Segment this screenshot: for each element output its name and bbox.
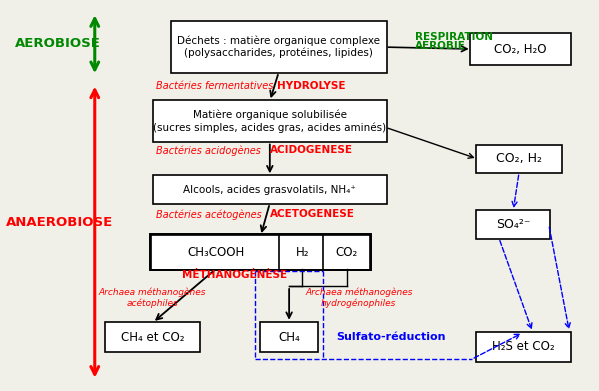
Text: RESPIRATION: RESPIRATION xyxy=(415,32,493,42)
Text: Déchets : matière organique complexe
(polysaccharides, protéines, lipides): Déchets : matière organique complexe (po… xyxy=(177,36,380,58)
Text: H₂: H₂ xyxy=(295,246,309,259)
Text: CH₄ et CO₂: CH₄ et CO₂ xyxy=(121,331,184,344)
FancyBboxPatch shape xyxy=(279,235,326,269)
FancyBboxPatch shape xyxy=(153,100,387,142)
Text: ACIDOGENESE: ACIDOGENESE xyxy=(270,145,353,155)
Text: Bactéries acétogènes: Bactéries acétogènes xyxy=(156,209,262,220)
Text: Sulfato-réduction: Sulfato-réduction xyxy=(336,332,446,342)
Text: MÉTHANOGÉNÈSE: MÉTHANOGÉNÈSE xyxy=(181,269,287,280)
Text: CH₃COOH: CH₃COOH xyxy=(187,246,245,259)
Text: CO₂, H₂O: CO₂, H₂O xyxy=(494,43,547,56)
FancyBboxPatch shape xyxy=(171,21,387,73)
Text: Bactéries acidogènes: Bactéries acidogènes xyxy=(156,145,261,156)
Text: Archaea méthanogènes
acétophiles: Archaea méthanogènes acétophiles xyxy=(99,287,206,308)
FancyBboxPatch shape xyxy=(476,332,571,362)
Text: Matière organique solubilisée
(sucres simples, acides gras, acides aminés): Matière organique solubilisée (sucres si… xyxy=(153,110,386,133)
Text: Alcools, acides grasvolatils, NH₄⁺: Alcools, acides grasvolatils, NH₄⁺ xyxy=(183,185,356,195)
Text: AEROBIE: AEROBIE xyxy=(415,41,466,51)
Text: HYDROLYSE: HYDROLYSE xyxy=(277,81,346,91)
Text: CO₂, H₂: CO₂, H₂ xyxy=(496,152,542,165)
Text: Archaea méthanogènes
hydrogénophiles: Archaea méthanogènes hydrogénophiles xyxy=(305,287,413,308)
Text: CH₄: CH₄ xyxy=(279,331,300,344)
Text: SO₄²⁻: SO₄²⁻ xyxy=(496,218,530,231)
Text: H₂S et CO₂: H₂S et CO₂ xyxy=(492,340,555,353)
Text: ACETOGENESE: ACETOGENESE xyxy=(270,210,355,219)
Text: AEROBIOSE: AEROBIOSE xyxy=(14,37,101,50)
Text: CO₂: CO₂ xyxy=(335,246,358,259)
FancyBboxPatch shape xyxy=(260,322,319,352)
FancyBboxPatch shape xyxy=(153,176,387,204)
FancyBboxPatch shape xyxy=(105,322,200,352)
FancyBboxPatch shape xyxy=(151,235,281,269)
FancyBboxPatch shape xyxy=(470,33,571,65)
FancyBboxPatch shape xyxy=(476,145,562,173)
Text: ANAEROBIOSE: ANAEROBIOSE xyxy=(6,216,113,229)
FancyBboxPatch shape xyxy=(476,210,550,239)
FancyBboxPatch shape xyxy=(323,235,370,269)
Text: Bactéries fermentatives: Bactéries fermentatives xyxy=(156,81,273,91)
